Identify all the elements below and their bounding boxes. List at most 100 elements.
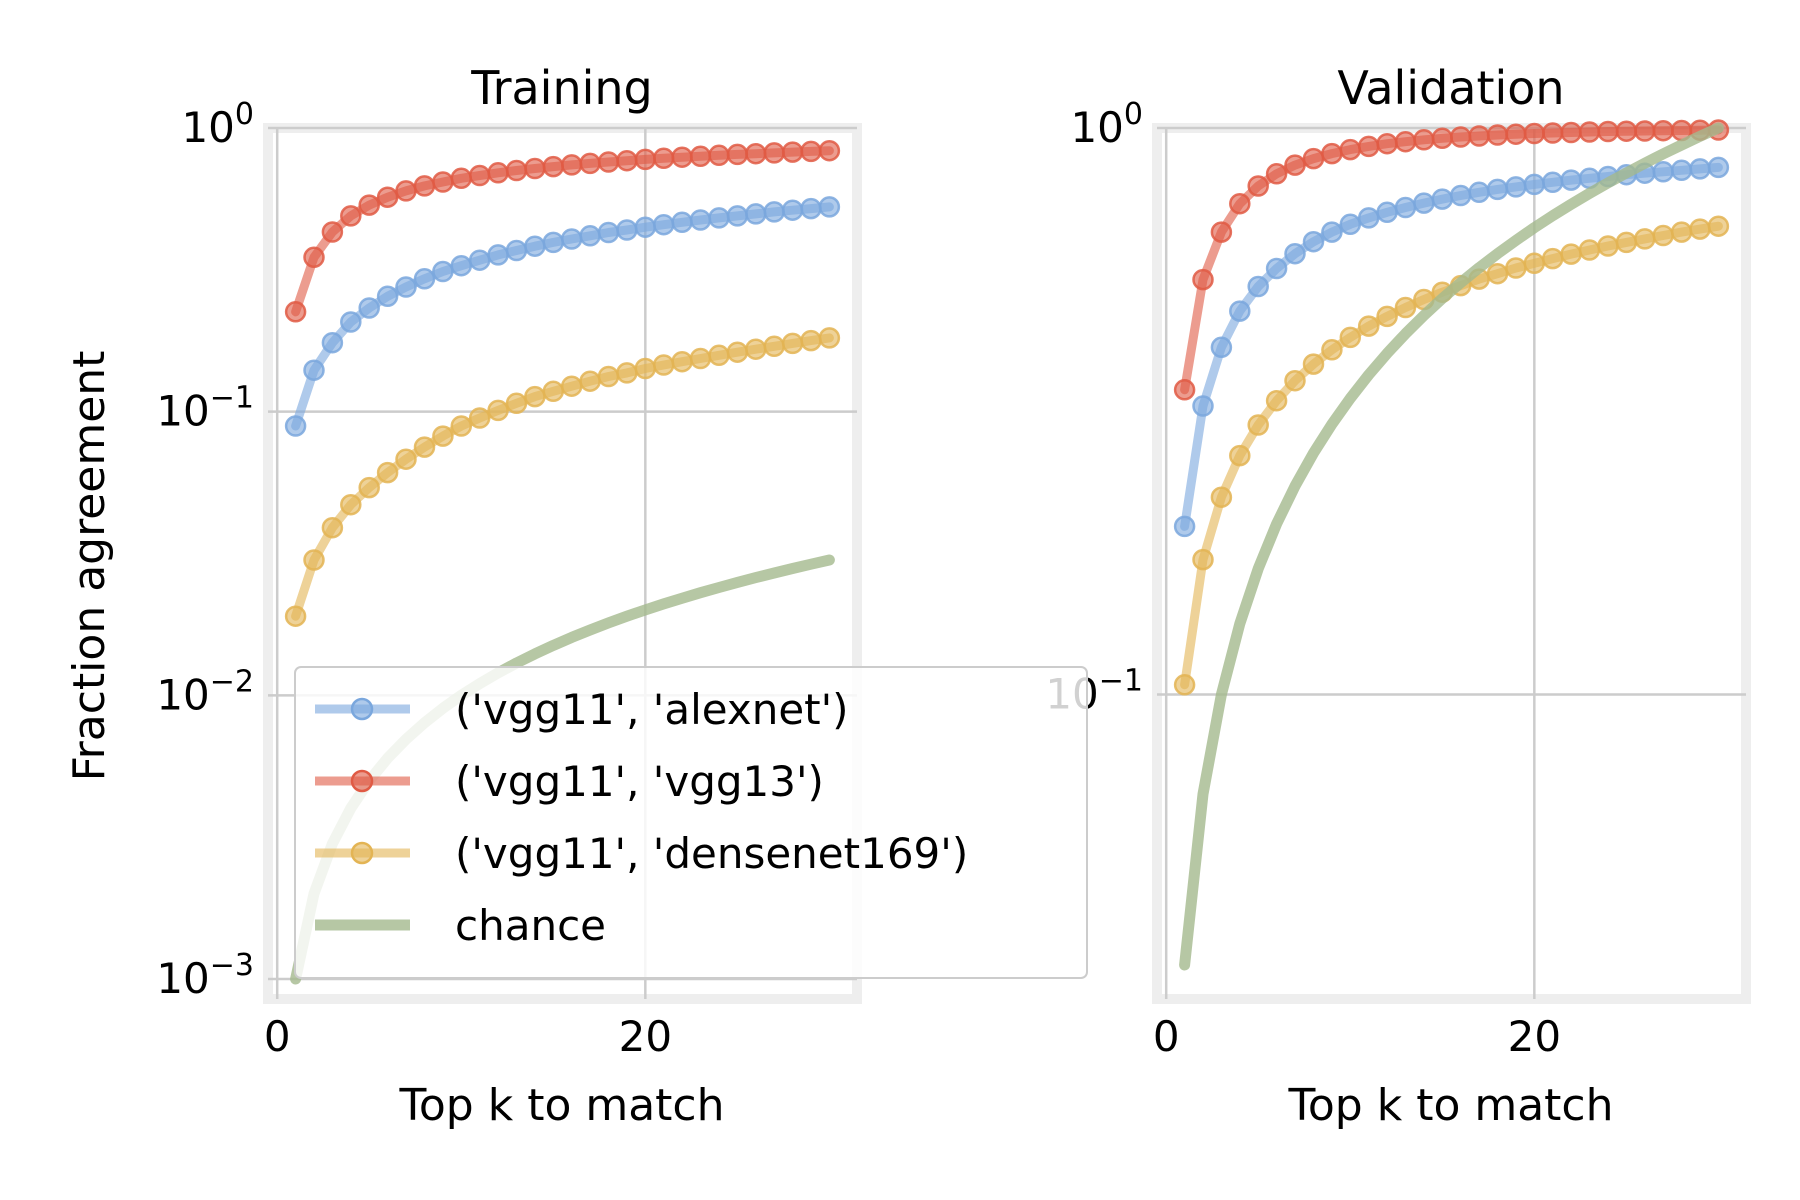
training-series-vgg11-alexnet-point xyxy=(763,201,785,223)
validation-series-vgg11-alexnet-point xyxy=(1413,192,1435,214)
training-series-vgg11-alexnet-point xyxy=(781,199,804,221)
training-series-vgg11-vgg13-point xyxy=(432,171,454,193)
validation-series-vgg11-alexnet-point xyxy=(1394,196,1417,219)
training-series-vgg11-alexnet-point xyxy=(745,203,767,225)
training-series-vgg11-densenet169-point xyxy=(395,448,417,470)
validation-series-vgg11-vgg13-point xyxy=(1578,121,1601,143)
validation-series-vgg11-alexnet-point xyxy=(1505,176,1527,198)
training-series-vgg11-alexnet-point xyxy=(616,219,638,241)
training-series-vgg11-densenet169-point xyxy=(303,549,325,571)
training-series-vgg11-densenet169-point xyxy=(781,332,804,355)
training-x-axis-label: Top k to match xyxy=(398,1080,724,1131)
validation-series-vgg11-vgg13-point xyxy=(1339,138,1362,161)
training-series-vgg11-alexnet-point xyxy=(634,216,657,238)
validation-series-vgg11-alexnet-point xyxy=(1247,275,1269,298)
validation-series-vgg11-vgg13-point xyxy=(1486,124,1509,146)
legend-label: chance xyxy=(455,901,606,950)
training-series-vgg11-densenet169-point xyxy=(560,375,583,397)
validation-series-vgg11-densenet169-point xyxy=(1560,243,1582,265)
training-series-vgg11-densenet169-point xyxy=(432,425,454,447)
training-series-vgg11-vgg13-point xyxy=(671,146,693,168)
validation-series-vgg11-alexnet-point xyxy=(1652,161,1674,183)
validation-series-vgg11-densenet169-point xyxy=(1339,326,1362,349)
training-series-vgg11-vgg13-point xyxy=(487,162,509,184)
legend-box xyxy=(294,666,1088,979)
validation-series-vgg11-alexnet-point xyxy=(1284,242,1306,265)
legend-marker xyxy=(350,841,374,865)
training-series-vgg11-vgg13-point xyxy=(524,157,546,180)
validation-series-vgg11-alexnet-point xyxy=(1339,213,1362,236)
validation-series-vgg11-alexnet-point xyxy=(1523,173,1546,196)
training-series-vgg11-vgg13-point xyxy=(413,175,436,197)
validation-series-vgg11-vgg13-point xyxy=(1173,379,1196,401)
training-series-vgg11-densenet169-point xyxy=(450,415,473,437)
validation-series-vgg11-densenet169-point xyxy=(1634,228,1656,250)
training-series-vgg11-vgg13-point xyxy=(597,151,620,173)
training-series-vgg11-vgg13-point xyxy=(781,141,804,163)
training-data-marks xyxy=(284,139,841,985)
training-series-vgg11-densenet169-point xyxy=(800,329,822,352)
validation-series-vgg11-alexnet-point xyxy=(1321,221,1343,243)
training-series-vgg11-densenet169-point xyxy=(763,335,785,358)
training-series-vgg11-alexnet-point xyxy=(579,225,601,247)
training-series-vgg11-densenet169-point xyxy=(597,365,620,388)
training-series-vgg11-vgg13-point xyxy=(560,154,583,176)
training-series-vgg11-alexnet-point xyxy=(487,244,509,266)
training-series-vgg11-vgg13-point xyxy=(800,140,822,163)
training-series-vgg11-vgg13-point xyxy=(579,152,601,175)
y-axis-label: Fraction agreement xyxy=(64,351,115,782)
validation-series-vgg11-vgg13-point xyxy=(1247,175,1269,197)
validation-series-vgg11-vgg13-point xyxy=(1302,147,1325,170)
validation-series-vgg11-densenet169-point xyxy=(1357,315,1380,337)
validation-series-vgg11-vgg13-point xyxy=(1449,126,1472,148)
validation-series-vgg11-densenet169-point xyxy=(1247,414,1269,436)
validation-series-vgg11-alexnet-point xyxy=(1560,169,1582,191)
training-series-vgg11-vgg13-point xyxy=(284,301,307,323)
validation-series-vgg11-densenet169-point xyxy=(1376,305,1398,328)
validation-series-vgg11-vgg13-point xyxy=(1394,130,1417,153)
validation-series-vgg11-vgg13-point xyxy=(1468,125,1490,147)
training-series-vgg11-densenet169-point xyxy=(616,362,638,384)
training-series-vgg11-densenet169-point xyxy=(358,476,380,499)
training-series-vgg11-densenet169-point xyxy=(321,516,344,539)
validation-series-vgg11-alexnet-point xyxy=(1173,515,1196,538)
training-series-vgg11-alexnet-point xyxy=(818,196,841,218)
validation-series-vgg11-alexnet-point xyxy=(1486,178,1509,201)
training-series-vgg11-vgg13-point xyxy=(395,180,417,202)
validation-x-tick-label: 20 xyxy=(1508,1012,1561,1061)
training-series-vgg11-densenet169-point xyxy=(340,493,362,516)
training-series-vgg11-vgg13-point xyxy=(542,155,565,178)
training-series-vgg11-alexnet-point xyxy=(413,268,436,290)
validation-series-vgg11-vgg13-point xyxy=(1634,120,1656,142)
validation-series-vgg11-vgg13-point xyxy=(1541,122,1564,144)
validation-series-vgg11-densenet169-point xyxy=(1670,221,1693,243)
training-series-vgg11-densenet169-point xyxy=(505,392,528,415)
training-series-vgg11-alexnet-point xyxy=(358,297,380,319)
validation-series-chance-line xyxy=(1179,122,1724,971)
training-series-vgg11-vgg13-point xyxy=(376,186,399,208)
training-series-vgg11-vgg13-point xyxy=(726,143,749,166)
training-series-vgg11-alexnet-point xyxy=(597,221,620,244)
validation-series-vgg11-densenet169-point xyxy=(1173,674,1196,696)
training-series-vgg11-alexnet-point xyxy=(652,213,675,236)
training-series-vgg11-densenet169-point xyxy=(579,370,601,392)
training-y-tick-label: 10−2 xyxy=(156,664,254,719)
validation-series-vgg11-vgg13-point xyxy=(1560,121,1582,144)
validation-series-vgg11-vgg13-point xyxy=(1192,268,1214,291)
validation-series-vgg11-alexnet-point xyxy=(1541,171,1564,194)
validation-series-vgg11-densenet169-point xyxy=(1486,262,1509,285)
training-x-tick-label: 20 xyxy=(619,1012,672,1061)
validation-y-tick-label: 100 xyxy=(1070,97,1143,152)
validation-x-tick-label: 0 xyxy=(1153,1012,1180,1061)
legend: ('vgg11', 'alexnet') ('vgg11', 'vgg13') ('… xyxy=(294,666,1088,979)
validation-series-vgg11-densenet169-point xyxy=(1505,257,1527,279)
training-series-vgg11-vgg13-point xyxy=(321,221,344,243)
validation-series-vgg11-alexnet-point xyxy=(1229,300,1251,322)
training-series-vgg11-densenet169-point xyxy=(487,399,509,422)
validation-series-vgg11-densenet169-point xyxy=(1302,353,1325,375)
validation-series-vgg11-vgg13-point xyxy=(1652,119,1674,142)
training-series-vgg11-alexnet-point xyxy=(524,235,546,257)
validation-series-vgg11-vgg13-point xyxy=(1505,123,1527,145)
validation-series-vgg11-densenet169-point xyxy=(1321,339,1343,361)
